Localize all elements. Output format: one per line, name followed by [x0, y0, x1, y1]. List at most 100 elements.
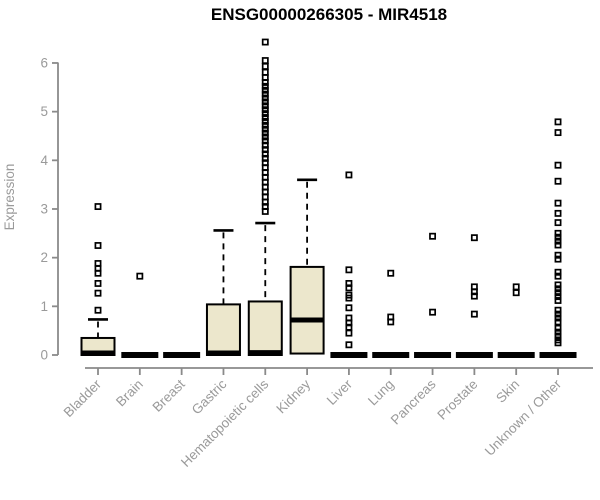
chart-title: ENSG00000266305 - MIR4518 [210, 5, 448, 24]
outlier-point [136, 272, 144, 280]
outlier-point [387, 313, 395, 321]
outlier-point [345, 341, 353, 349]
outlier-point [345, 329, 353, 337]
outlier-point [554, 293, 562, 301]
outlier-point [261, 106, 269, 114]
outlier-point [261, 38, 269, 46]
outlier-point [470, 283, 478, 291]
outlier-point [554, 289, 562, 297]
y-tick-label: 3 [40, 201, 48, 216]
outlier-point [261, 82, 269, 90]
x-category-label: Brain [113, 377, 146, 410]
outlier-point [554, 251, 562, 259]
outlier-point [345, 304, 353, 312]
outlier-point [94, 289, 102, 297]
outlier-point [554, 310, 562, 318]
outlier-point [387, 269, 395, 277]
outlier-point [261, 102, 269, 110]
outlier-point [261, 86, 269, 94]
outlier-point [554, 272, 562, 280]
outlier-point [261, 90, 269, 98]
outlier-point [554, 268, 562, 276]
y-tick-label: 2 [40, 250, 48, 265]
outlier-point [261, 94, 269, 102]
outlier-point [261, 121, 269, 129]
x-category-label: Lung [365, 377, 397, 409]
boxplot-box [205, 303, 241, 357]
outlier-point [554, 285, 562, 293]
x-category-label: Pancreas [388, 376, 439, 427]
outlier-point [261, 114, 269, 121]
outlier-point [470, 310, 478, 318]
outlier-point [554, 241, 562, 249]
outlier-point [94, 203, 102, 211]
boxplot-flat-box [539, 352, 577, 358]
outlier-point [554, 219, 562, 227]
y-tick-label: 0 [40, 348, 48, 363]
outlier-point [554, 209, 562, 217]
boxplot-flat-box [163, 352, 201, 358]
outlier-point [554, 281, 562, 289]
outlier-point [554, 118, 562, 126]
outlier-point [429, 308, 437, 316]
outlier-point [261, 129, 269, 137]
outlier-point [261, 62, 269, 70]
outlier-point [261, 137, 269, 145]
outlier-point [261, 117, 269, 125]
x-category-label: Gastric [189, 376, 230, 417]
boxplot-flat-box [497, 352, 535, 358]
y-tick-label: 5 [40, 104, 48, 119]
boxplot-flat-box [121, 352, 159, 358]
outlier-point [554, 328, 562, 336]
outlier-point [261, 198, 269, 206]
boxplot-flat-box [330, 352, 368, 358]
outlier-point [429, 232, 437, 240]
x-category-label: Kidney [273, 376, 313, 416]
outlier-point [554, 324, 562, 332]
outlier-point [94, 242, 102, 249]
x-category-label: Liver [324, 376, 356, 408]
outlier-point [554, 332, 562, 340]
outlier-point [554, 177, 562, 185]
outlier-point [345, 291, 353, 299]
x-category-label: Unknown / Other [482, 376, 565, 459]
outlier-point [554, 161, 562, 169]
outlier-point [512, 283, 520, 291]
outlier-point [554, 318, 562, 326]
outlier-point [554, 336, 562, 344]
outlier-point [94, 306, 102, 314]
boxplot-flat-box [455, 352, 493, 358]
outlier-point [261, 98, 269, 106]
outlier-point [345, 266, 353, 274]
outlier-point [345, 314, 353, 322]
y-tick-label: 1 [40, 299, 48, 314]
outlier-point [345, 171, 353, 179]
x-category-label: Bladder [61, 376, 105, 420]
x-category-label: Skin [493, 377, 522, 406]
outlier-point [554, 199, 562, 207]
outlier-point [94, 280, 102, 287]
outlier-point [261, 74, 269, 82]
outlier-point [261, 57, 269, 64]
outlier-point [94, 260, 102, 267]
y-tick-label: 6 [40, 55, 48, 70]
x-category-label: Breast [150, 376, 188, 414]
outlier-point [261, 133, 269, 141]
y-tick-label: 4 [40, 153, 48, 168]
boxplot-box [247, 300, 283, 357]
outlier-point [554, 306, 562, 314]
outlier-point [470, 234, 478, 242]
outlier-point [261, 110, 269, 118]
boxplot-flat-box [372, 352, 410, 358]
outlier-point [554, 229, 562, 237]
outlier-point [554, 255, 562, 263]
outlier-point [261, 68, 269, 76]
outlier-point [554, 237, 562, 245]
outlier-point [554, 314, 562, 322]
boxplot-flat-box [414, 352, 452, 358]
outlier-point [345, 280, 353, 287]
outlier-point [554, 233, 562, 241]
outlier-point [554, 129, 562, 137]
